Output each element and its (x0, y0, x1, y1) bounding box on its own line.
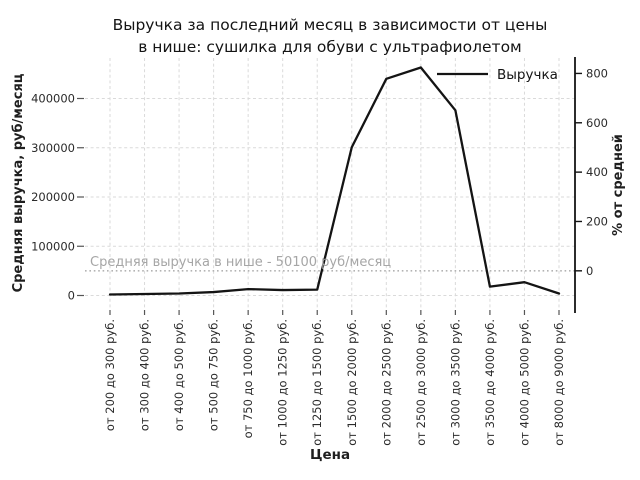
legend-label: Выручка (497, 67, 558, 83)
y-tick-label-left: 100000 (31, 239, 75, 253)
y-tick-label-right: 800 (586, 66, 608, 80)
x-tick-label: от 2000 до 2500 руб. (379, 319, 393, 446)
x-tick-label: от 400 до 500 руб. (172, 319, 186, 431)
chart-title-line2: в нише: сушилка для обуви с ультрафиолет… (138, 38, 522, 56)
x-tick-label: от 1250 до 1500 руб. (310, 319, 324, 446)
grid-lines (85, 58, 575, 310)
x-tick-label: от 3000 до 3500 руб. (448, 319, 462, 446)
x-tick-label: от 8000 до 9000 руб. (552, 319, 566, 446)
revenue-line (108, 66, 561, 296)
x-tick-label: от 3500 до 4000 руб. (483, 319, 497, 446)
y-tick-label-right: 200 (586, 214, 608, 228)
y-tick-label-left: 200000 (31, 190, 75, 204)
x-tick-label: от 300 до 400 руб. (138, 319, 152, 431)
average-line-label: Средняя выручка в нише - 50100 руб/месяц (90, 255, 391, 270)
legend: Выручка (437, 67, 558, 83)
y-axis-left-title: Средняя выручка, руб/месяц (11, 73, 26, 292)
x-tick-label: от 500 до 750 руб. (207, 319, 221, 431)
x-tick-label: от 1000 до 1250 руб. (276, 319, 290, 446)
y-tick-label-left: 0 (68, 289, 75, 303)
x-axis-title: Цена (310, 447, 350, 463)
revenue-line-series (108, 66, 561, 296)
y-axis-right-title: % от средней (611, 134, 626, 236)
y-tick-label-right: 0 (586, 264, 593, 278)
chart-title: Выручка за последний месяц в зависимости… (25, 14, 635, 58)
x-tick-label: от 2500 до 3000 руб. (414, 319, 428, 446)
x-tick-label: от 750 до 1000 руб. (241, 319, 255, 438)
x-tick-label: от 200 до 300 руб. (103, 319, 117, 431)
y-tick-label-right: 600 (586, 116, 608, 130)
x-tick-label: от 4000 до 5000 руб. (517, 319, 531, 446)
x-tick-label: от 1500 до 2000 руб. (345, 319, 359, 446)
y-tick-label-left: 400000 (31, 92, 75, 106)
y-tick-label-right: 400 (586, 165, 608, 179)
y-tick-label-left: 300000 (31, 141, 75, 155)
chart-title-line1: Выручка за последний месяц в зависимости… (112, 16, 548, 34)
axis-ticks (77, 72, 582, 315)
axis-tick-labels: от 200 до 300 руб. от 300 до 400 руб. от 4… (31, 66, 608, 445)
